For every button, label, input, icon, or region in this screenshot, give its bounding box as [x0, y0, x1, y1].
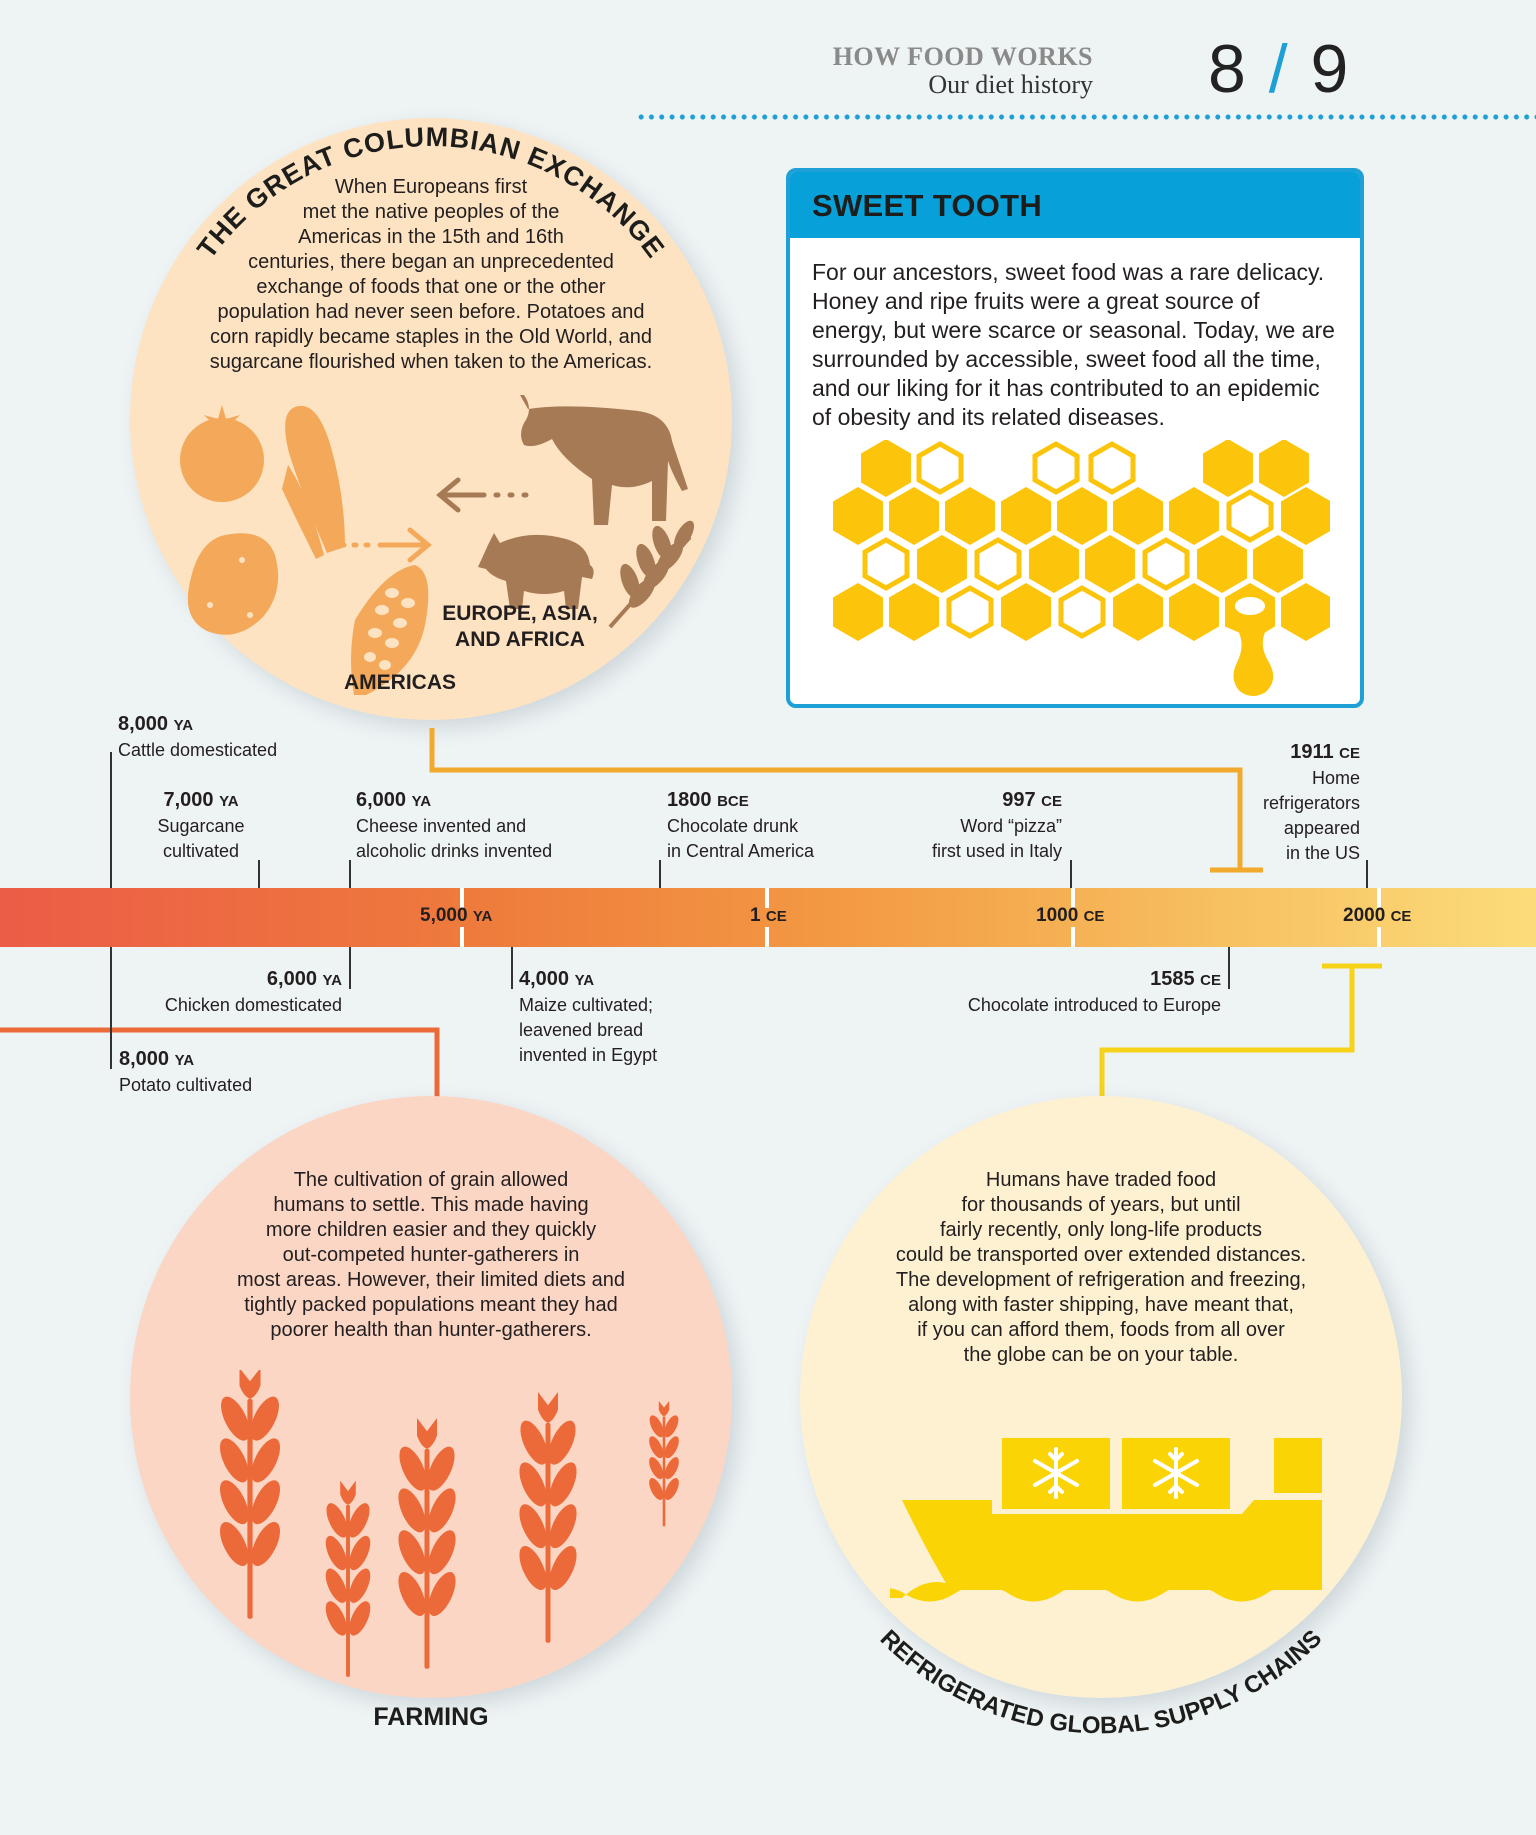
columbian-exchange-title: THE GREAT COLUMBIAN EXCHANGE [191, 122, 669, 260]
columbian-exchange-body: When Europeans first met the native peop… [209, 176, 653, 373]
event-cheese-alcohol: 6,000 YA Cheese invented and alcoholic d… [356, 789, 553, 861]
page-total: 9 [1310, 31, 1351, 107]
dotted-divider [636, 114, 1536, 120]
book-title: HOW FOOD WORKS [832, 42, 1093, 71]
timeline-tick [1071, 888, 1075, 947]
label-americas: AMERICAS [343, 671, 456, 694]
event-chocolate-europe: 1585 CE Chocolate introduced to Europe [967, 968, 1221, 1015]
page-current: 8 [1208, 31, 1248, 107]
section-title: Our diet history [928, 70, 1093, 99]
event-cattle-domesticated: 8,000 YA Cattle domesticated [118, 713, 278, 760]
cacao-pod-icon [351, 565, 429, 695]
event-leader-line [659, 860, 661, 888]
sweet-tooth-header: SWEET TOOTH [790, 172, 1360, 238]
svg-text:REFRIGERATED GLOBAL SUPPLY CHA: REFRIGERATED GLOBAL SUPPLY CHAINS [875, 1625, 1327, 1740]
farming-body: The cultivation of grain allowed humans … [237, 1169, 625, 1341]
event-leader-line [1070, 860, 1072, 888]
honeycomb-icon [833, 440, 1330, 697]
event-potato-cultivated: 8,000 YA Potato cultivated [119, 1048, 253, 1095]
sweet-tooth-body: For our ancestors, sweet food was a rare… [812, 259, 1335, 430]
event-chocolate-drunk: 1800 BCE Chocolate drunk in Central Amer… [667, 789, 815, 861]
event-maize-bread: 4,000 YA Maize cultivated; leavened brea… [519, 968, 658, 1065]
event-leader-line [1366, 860, 1368, 888]
timeline-marker-2000ce: 2000 CE [1343, 905, 1412, 926]
page-indicator: 8 / 9 [1208, 30, 1350, 108]
snowflake-icon [1153, 1447, 1199, 1499]
timeline-marker-5000ya: 5,000 YA [420, 905, 493, 926]
event-word-pizza: 997 CE Word “pizza” first used in Italy [931, 789, 1062, 861]
timeline-tick [460, 888, 464, 947]
snowflake-icon [1033, 1447, 1079, 1499]
funnel [1274, 1438, 1322, 1493]
timeline-marker-1ce: 1 CE [750, 905, 787, 926]
refrigeration-title: REFRIGERATED GLOBAL SUPPLY CHAINS [875, 1625, 1327, 1740]
event-leader-line [349, 860, 351, 888]
event-leader-line [1228, 947, 1230, 989]
page-separator: / [1268, 31, 1290, 107]
timeline-tick [765, 888, 769, 947]
event-leader-line [511, 947, 513, 989]
corn-icon [282, 405, 345, 559]
event-leader-line [110, 947, 112, 1069]
arrow-right-icon [339, 527, 432, 563]
svg-text:FARMING: FARMING [373, 1703, 488, 1731]
arrow-left-icon [436, 477, 529, 513]
potato-icon [187, 533, 279, 635]
refrigeration-body: Humans have traded food for thousands of… [895, 1169, 1307, 1366]
farming-title: FARMING [373, 1703, 488, 1731]
tomato-icon [180, 405, 264, 502]
event-sugarcane-cultivated: 7,000 YA Sugarcane cultivated [157, 789, 245, 861]
timeline-marker-1000ce: 1000 CE [1036, 905, 1105, 926]
wheat-icon [608, 520, 695, 629]
sweet-tooth-title: SWEET TOOTH [812, 188, 1043, 223]
pig-icon [478, 533, 594, 609]
timeline-tick [1377, 888, 1381, 947]
columbian-exchange-illustration [180, 395, 695, 695]
event-home-refrigerators: 1911 CE Home refrigerators appeared in t… [1262, 741, 1360, 863]
event-leader-line [110, 752, 112, 888]
label-europe-asia-africa: EUROPE, ASIA, AND AFRICA [442, 602, 598, 651]
refrigerated-ship-icon [890, 1438, 1322, 1602]
event-chicken-domesticated: 6,000 YA Chicken domesticated [164, 968, 342, 1015]
cow-icon [520, 395, 688, 525]
event-leader-line [258, 860, 260, 888]
event-leader-line [349, 947, 351, 989]
